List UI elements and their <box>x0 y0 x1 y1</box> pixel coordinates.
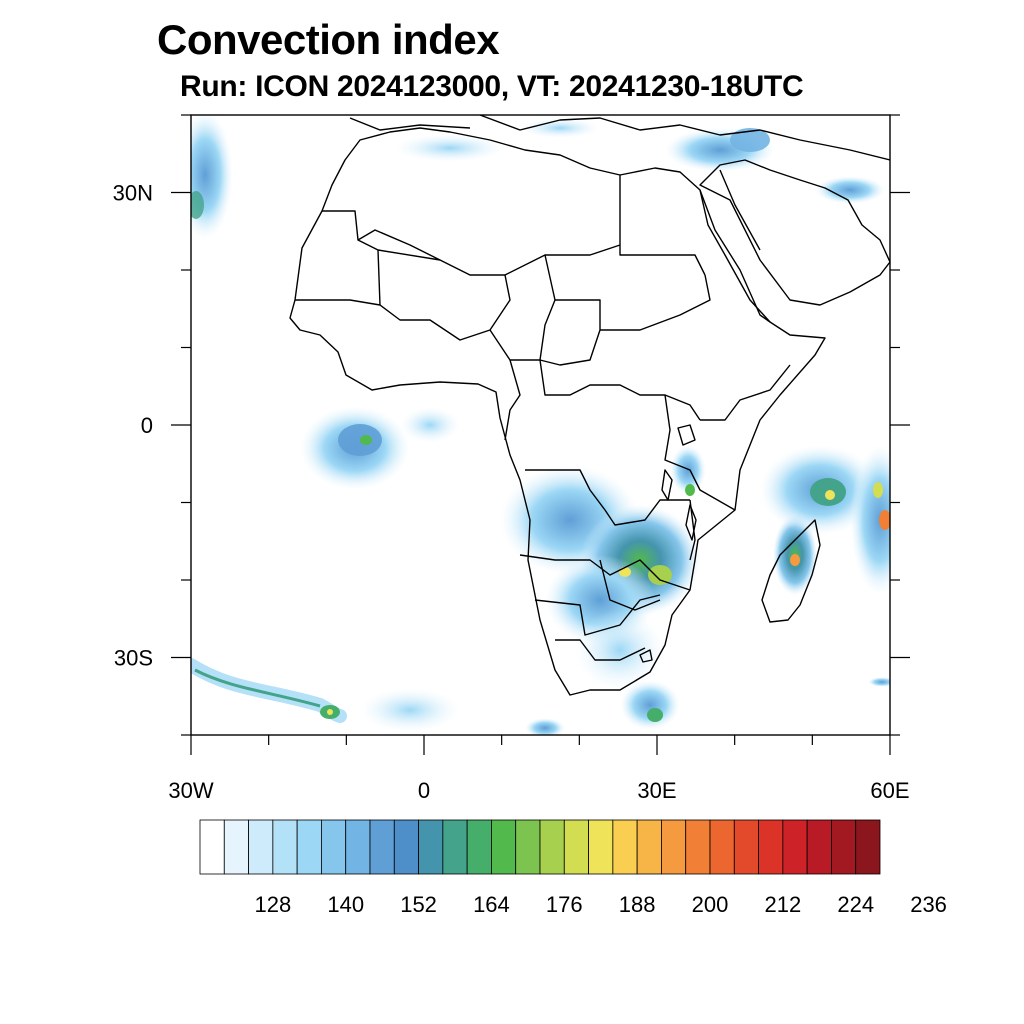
colorbar-swatch <box>369 819 395 875</box>
arabia-coastline <box>699 159 890 306</box>
colorbar-swatch <box>661 819 687 875</box>
colorbar-labels: 128 140 152 164 176 188 200 212 224 236 <box>254 892 946 917</box>
colorbar-label: 212 <box>764 892 801 917</box>
colorbar-swatch <box>345 819 371 875</box>
colorbar-label: 188 <box>619 892 656 917</box>
colorbar-swatch <box>588 819 614 875</box>
colorbar-swatch <box>248 819 274 875</box>
lon-tick-label: 30W <box>168 778 213 803</box>
colorbar-swatch <box>466 819 492 875</box>
lat-tick-label: 30N <box>113 181 153 206</box>
colorbar-swatch <box>223 819 249 875</box>
colorbar-label: 200 <box>692 892 729 917</box>
map-frame <box>190 114 891 736</box>
colorbar-swatch <box>393 819 419 875</box>
chart-title: Convection index <box>157 16 500 63</box>
colorbar <box>199 819 881 875</box>
colorbar-label: 224 <box>837 892 874 917</box>
colorbar-label: 164 <box>473 892 510 917</box>
colorbar-label: 176 <box>546 892 583 917</box>
colorbar-swatch <box>709 819 735 875</box>
colorbar-swatch <box>321 819 347 875</box>
colorbar-swatch <box>272 819 298 875</box>
colorbar-swatch <box>831 819 857 875</box>
colorbar-swatch <box>855 819 881 875</box>
colorbar-swatch <box>418 819 444 875</box>
colorbar-swatch <box>515 819 541 875</box>
colorbar-swatch <box>563 819 589 875</box>
axis-tick-labels: 30N 0 30S 30W 0 30E 60E <box>113 181 910 804</box>
chart-subtitle: Run: ICON 2024123000, VT: 20241230-18UTC <box>180 70 804 103</box>
colorbar-swatch <box>685 819 711 875</box>
colorbar-swatch <box>539 819 565 875</box>
colorbar-swatch <box>782 819 808 875</box>
colorbar-label: 140 <box>327 892 364 917</box>
colorbar-swatch <box>758 819 784 875</box>
colorbar-swatch <box>806 819 832 875</box>
colorbar-swatch <box>733 819 759 875</box>
lon-tick-label: 30E <box>637 778 676 803</box>
coastlines <box>289 115 890 696</box>
africa-coastline <box>289 127 826 696</box>
colorbar-swatch <box>491 819 517 875</box>
colorbar-label: 236 <box>910 892 947 917</box>
lat-tick-label: 30S <box>114 646 153 671</box>
colorbar-swatch <box>199 819 225 875</box>
colorbar-swatch <box>612 819 638 875</box>
lon-tick-label: 60E <box>870 778 909 803</box>
madagascar-coastline <box>761 519 821 623</box>
colorbar-swatch <box>442 819 468 875</box>
convection-field <box>191 115 890 735</box>
colorbar-label: 128 <box>254 892 291 917</box>
colorbar-swatch <box>296 819 322 875</box>
axis-ticks <box>171 114 910 755</box>
lat-tick-label: 0 <box>141 413 153 438</box>
lon-tick-label: 0 <box>418 778 430 803</box>
colorbar-label: 152 <box>400 892 437 917</box>
colorbar-swatch <box>636 819 662 875</box>
